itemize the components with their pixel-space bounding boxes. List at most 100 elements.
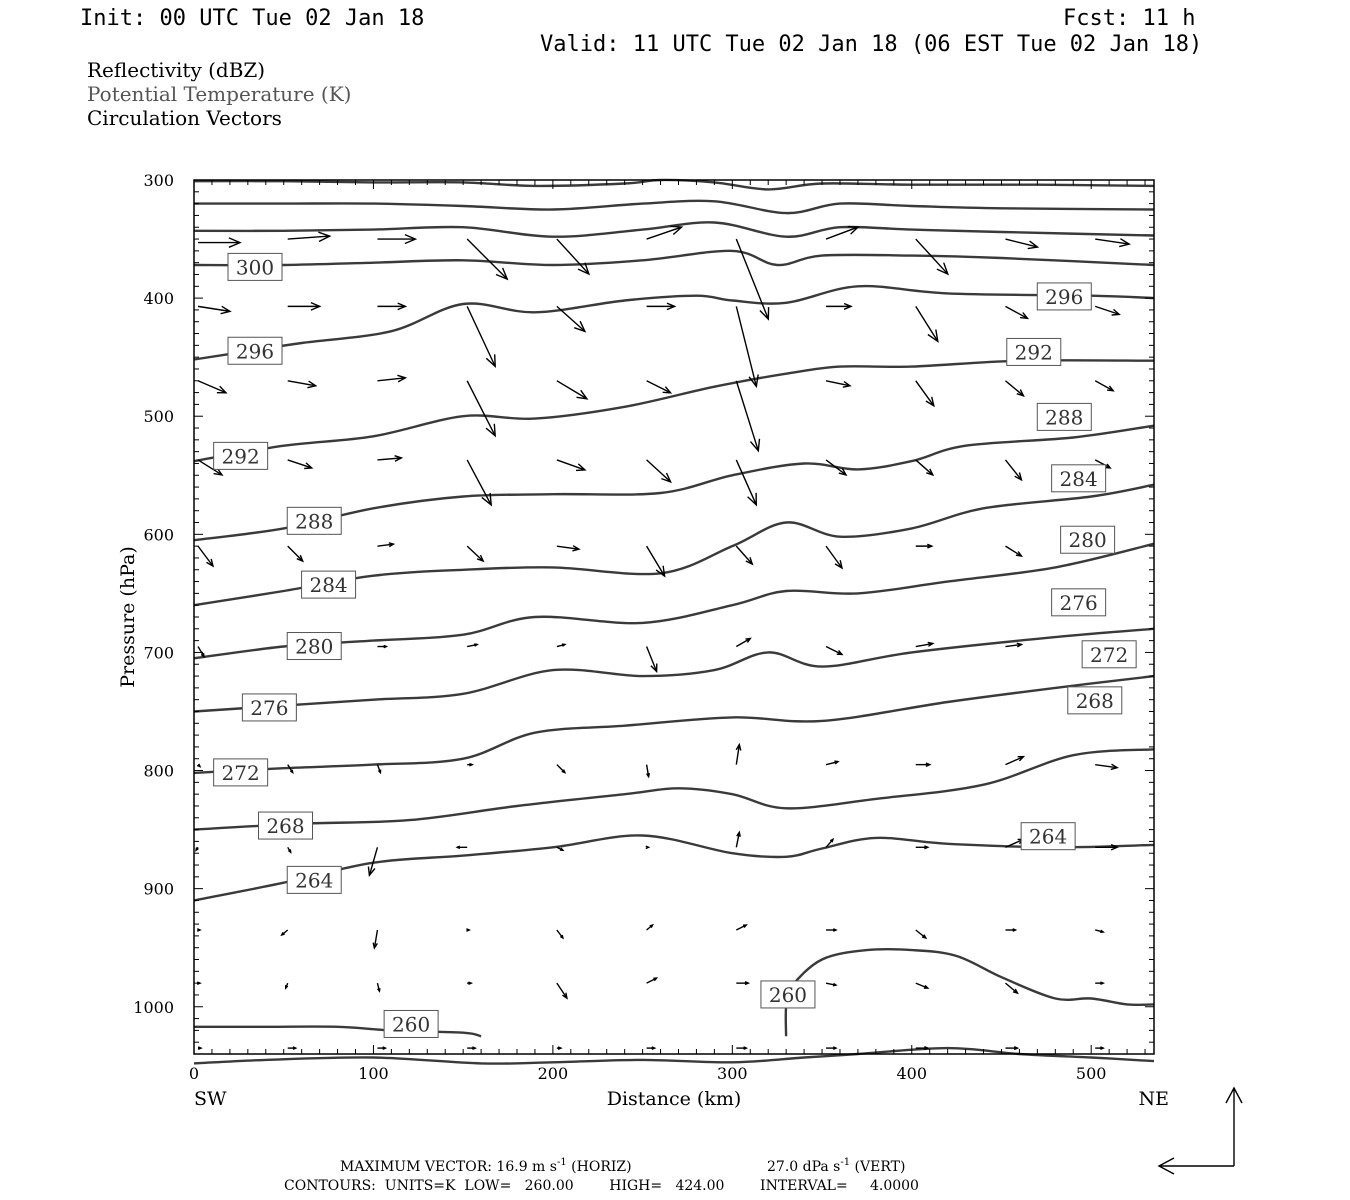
circulation-vector xyxy=(1095,981,1106,985)
circulation-vector xyxy=(1095,1046,1105,1050)
circulation-vector xyxy=(735,380,761,453)
y-tick-label: 600 xyxy=(143,525,174,544)
svg-text:288: 288 xyxy=(1045,405,1083,429)
svg-text:264: 264 xyxy=(1029,825,1067,849)
circulation-vector xyxy=(556,982,568,1000)
circulation-vector xyxy=(1005,545,1024,558)
circulation-vector xyxy=(736,1046,749,1050)
svg-text:276: 276 xyxy=(250,696,288,720)
circulation-vector xyxy=(915,238,950,276)
circulation-vector xyxy=(467,643,480,648)
circulation-vector xyxy=(377,302,408,311)
contour-line-276-6 xyxy=(193,627,1155,713)
circulation-vector xyxy=(825,459,848,476)
circulation-vector xyxy=(198,237,242,248)
circulation-vector xyxy=(466,306,496,369)
reference-horizontal-arrowhead xyxy=(1157,1157,1175,1175)
circulation-vector xyxy=(646,1046,657,1050)
svg-text:284: 284 xyxy=(1060,467,1098,491)
circulation-vector xyxy=(556,846,565,852)
circulation-vector xyxy=(1095,844,1119,851)
circulation-vector xyxy=(556,459,587,472)
legend-potential-temperature: Potential Temperature (K) xyxy=(87,82,351,106)
circulation-vector xyxy=(556,545,581,552)
contour-line-292-2 xyxy=(193,359,1155,463)
contour-line-unlabeled-14 xyxy=(193,199,1155,215)
contour-label: 288 xyxy=(1036,402,1092,431)
circulation-vector xyxy=(735,545,754,566)
x-tick-label: 0 xyxy=(189,1064,199,1083)
contour-label: 296 xyxy=(1036,282,1092,311)
circulation-vector xyxy=(915,982,930,989)
circulation-vector xyxy=(466,380,497,438)
circulation-vector xyxy=(196,928,202,932)
contour-line-288-3 xyxy=(193,424,1155,542)
contour-label-layer: 300 296 292 288 284 280 276 272 268 264 260 260 296 2… xyxy=(213,252,1137,1038)
y-tick-label: 900 xyxy=(143,880,174,899)
circulation-vector xyxy=(735,238,770,321)
circulation-vector xyxy=(825,380,852,388)
circulation-vector xyxy=(377,542,396,548)
circulation-vector xyxy=(825,545,844,570)
circulation-vector xyxy=(1005,642,1024,648)
circulation-vector xyxy=(372,929,379,950)
circulation-vector xyxy=(556,380,589,400)
legend-reflectivity: Reflectivity (dBZ) xyxy=(87,58,265,82)
y-tick-label: 700 xyxy=(143,643,174,662)
contour-label: 268 xyxy=(1067,686,1123,715)
circulation-vector xyxy=(287,846,292,854)
x-tick-label: 500 xyxy=(1076,1064,1107,1083)
circulation-vector xyxy=(825,760,840,766)
contour-label: 260 xyxy=(760,980,816,1009)
circulation-vector xyxy=(645,845,651,850)
circulation-vector xyxy=(645,545,666,578)
circulation-vector xyxy=(197,1046,203,1050)
contour-label: 280 xyxy=(286,632,342,661)
circulation-vector xyxy=(377,233,418,245)
circulation-vector xyxy=(466,238,509,281)
circulation-vector xyxy=(287,301,322,311)
circulation-vector xyxy=(556,929,564,940)
contour-label: 276 xyxy=(1051,588,1107,617)
circulation-vector xyxy=(915,380,935,408)
circulation-vector xyxy=(466,459,493,507)
circulation-vector xyxy=(1005,305,1030,320)
circulation-vector xyxy=(915,762,932,767)
svg-text:280: 280 xyxy=(295,635,333,659)
circulation-vector xyxy=(197,545,215,568)
circulation-vector xyxy=(915,929,928,940)
endpoint-left-label: SW xyxy=(194,1088,227,1110)
circulation-vector xyxy=(645,646,658,674)
circulation-vector xyxy=(915,306,939,343)
circulation-vector xyxy=(646,380,673,394)
contours-info: CONTOURS: UNITS=K LOW= 260.00 HIGH= 424.… xyxy=(284,1178,919,1194)
svg-text:268: 268 xyxy=(1076,689,1114,713)
circulation-vector xyxy=(825,225,860,240)
svg-text:296: 296 xyxy=(236,339,274,363)
circulation-vector xyxy=(646,459,672,484)
contour-layer xyxy=(193,178,1155,1065)
circulation-vector xyxy=(287,459,314,470)
svg-text:296: 296 xyxy=(1045,285,1083,309)
svg-text:288: 288 xyxy=(295,509,333,533)
svg-text:292: 292 xyxy=(222,444,260,468)
svg-text:260: 260 xyxy=(392,1012,430,1036)
contour-label: 280 xyxy=(1060,525,1116,554)
reference-vector-key xyxy=(1157,1086,1243,1175)
circulation-vector xyxy=(1005,380,1025,397)
circulation-vector xyxy=(825,982,838,987)
x-axis-title: Distance (km) xyxy=(607,1088,742,1110)
circulation-vector xyxy=(915,459,935,477)
svg-text:272: 272 xyxy=(1090,643,1128,667)
circulation-vector xyxy=(196,763,202,768)
contour-label: 300 xyxy=(227,252,283,281)
circulation-vector xyxy=(735,830,741,848)
contour-line-300-0 xyxy=(193,249,1155,267)
circulation-vector xyxy=(1005,1046,1020,1051)
circulation-vector xyxy=(377,374,408,383)
circulation-vector xyxy=(1095,763,1119,771)
circulation-vector xyxy=(646,302,677,311)
circulation-vector xyxy=(285,982,289,990)
contour-label: 284 xyxy=(1051,464,1107,493)
circulation-vector xyxy=(915,641,935,648)
